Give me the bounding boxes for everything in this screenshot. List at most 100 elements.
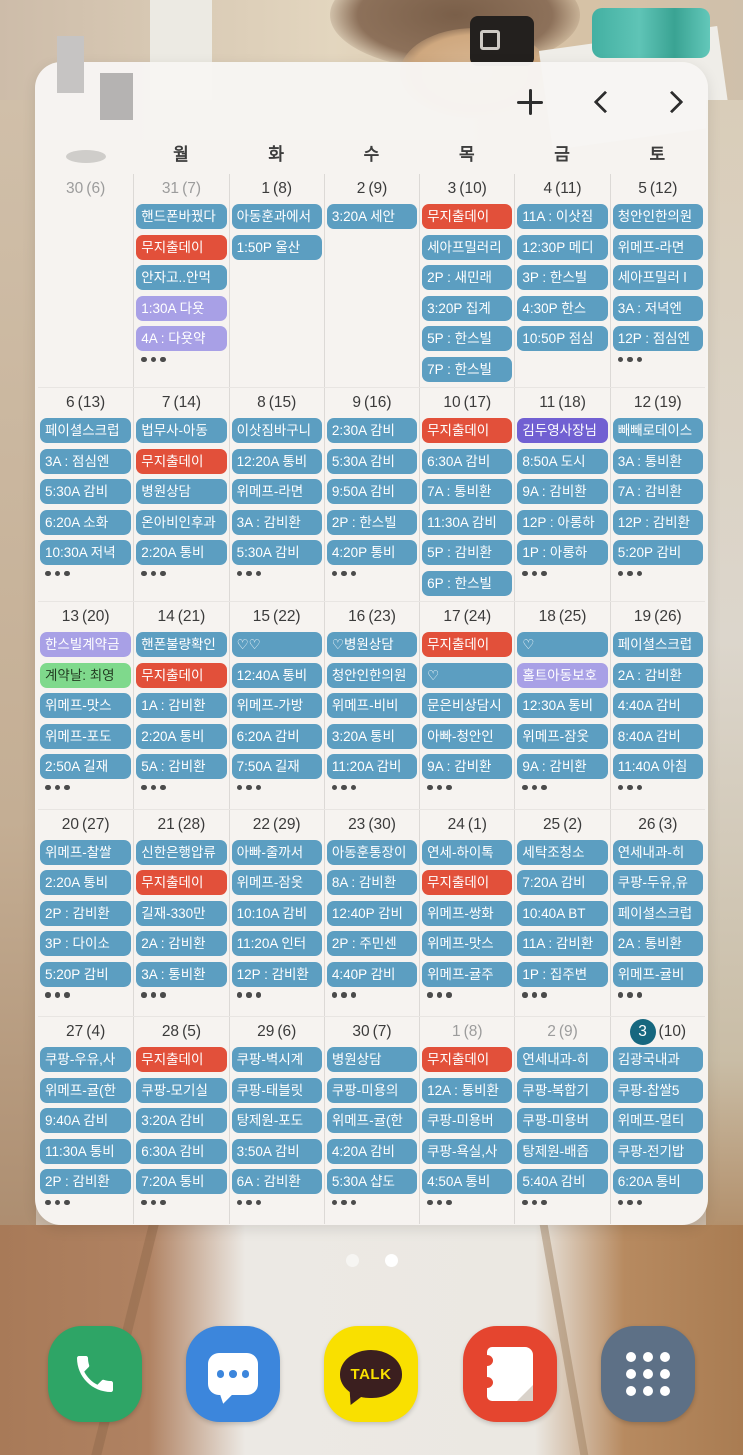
event-chip: 7:20A 감비 (517, 870, 608, 896)
day-cell-2[interactable]: 2 (9) 3:20A 세안 (323, 174, 419, 387)
date-label: 12 (19) (611, 390, 705, 416)
day-cell-11[interactable]: 11 (18) 김두영사장님 8:50A 도시 9A : 감비환 12P : 아롱하 1P … (514, 388, 609, 601)
day-cell-8[interactable]: 8 (15) 이삿짐바구니 12:20A 통비 위메프-라면 3A : 감비환 5:30A … (228, 388, 324, 601)
day-cell-16[interactable]: 16 (23) ♡병원상담 청안인한의원 위메프-비비 3:20A 통비 11:20A 감비 (323, 602, 419, 809)
day-cell-29[interactable]: 29 (6) 쿠팡-벽시계 쿠팡-태블릿 탕제원-포도 3:50A 감비 6A : 감비환 (228, 1017, 324, 1225)
messages-app-icon[interactable] (186, 1326, 280, 1422)
day-cell-13[interactable]: 13 (20) 한스빌계약금 계약날: 최영 위메프-맛스 위메프-포도 2:50A 길재 (38, 602, 133, 809)
week-row: 13 (20) 한스빌계약금 계약날: 최영 위메프-맛스 위메프-포도 2:50A 길재 1… (38, 601, 705, 809)
event-chip: 10:10A 감비 (231, 900, 322, 926)
day-cell-23[interactable]: 23 (30) 아동훈통장이 8A : 감비환 12:40P 감비 2P : 주민센 4:4… (323, 809, 419, 1017)
day-cell-21[interactable]: 21 (28) 신한은행압류 무지출데이 길재-330만 2A : 감비환 3A : 통비환 (133, 809, 228, 1017)
event-list: 핸폰불량확인 무지출데이 1A : 감비환 2:20A 통비 5A : 감비환 (134, 630, 228, 779)
day-cell-14[interactable]: 14 (21) 핸폰불량확인 무지출데이 1A : 감비환 2:20A 통비 5A : 감비… (133, 602, 228, 809)
more-events-indicator (141, 1199, 228, 1206)
date-number: 29 (257, 1023, 275, 1041)
phone-app-icon[interactable] (48, 1326, 142, 1422)
page-dot (345, 1254, 359, 1267)
day-cell-28[interactable]: 28 (5) 무지출데이 쿠팡-모기실 3:20A 감비 6:30A 감비 7:20A 통비 (133, 1017, 228, 1225)
event-chip: 법무사-아동 (136, 418, 227, 443)
add-event-button[interactable] (510, 82, 550, 122)
plus-icon (517, 89, 543, 115)
more-events-indicator (522, 784, 609, 790)
event-list: 쿠팡-우유,사 위메프-귤(한 9:40A 감비 11:30A 통비 2P : 감비환 (38, 1045, 133, 1195)
event-chip: 무지출데이 (422, 418, 513, 443)
lunar-date: (6) (277, 1023, 297, 1041)
day-cell-3[interactable]: 3 (10) 무지출데이 세아프밀러리 2P : 새민래 3:20P 집계 5P : 한스빌… (419, 174, 514, 387)
event-list: 쿠팡-벽시계 쿠팡-태블릿 탕제원-포도 3:50A 감비 6A : 감비환 (230, 1045, 324, 1195)
event-chip: 쿠팡-미용의 (326, 1077, 418, 1103)
wallpaper-teal-object (592, 8, 710, 58)
day-header: 화 (268, 145, 285, 164)
day-cell-19[interactable]: 19 (26) 페이셜스크럽 2A : 감비환 4:40A 감비 8:40A 감비 11:4… (609, 602, 705, 809)
day-cell-10[interactable]: 10 (17) 무지출데이 6:30A 감비 7A : 통비환 11:30A 감비 5P :… (419, 388, 514, 601)
day-cell-31[interactable]: 31 (7) 핸드폰바꿨다 무지출데이 안자고..안먹 1:30A 다욧 4A : 다욧약 (133, 174, 228, 387)
event-chip: 9A : 감비환 (517, 479, 608, 504)
day-cell-15[interactable]: 15 (22) ♡♡ 12:40A 통비 위메프-가방 6:20A 감비 7:50A 길재 (228, 602, 324, 809)
week-row: 6 (13) 페이셜스크럽 3A : 점심엔 5:30A 감비 6:20A 소화 10:30… (38, 387, 705, 601)
app-drawer-icon[interactable] (601, 1326, 695, 1422)
day-cell-20[interactable]: 20 (27) 위메프-찰쌀 2:20A 통비 2P : 감비환 3P : 다이소 5:20… (38, 810, 133, 1017)
next-month-button[interactable] (654, 82, 694, 122)
day-cell-30[interactable]: 30 (7) 병원상담 쿠팡-미용의 위메프-귤(한 4:20A 감비 5:30A 샵도 (323, 1017, 419, 1225)
day-header: 토 (649, 145, 666, 164)
event-chip: 7A : 감비환 (612, 479, 703, 504)
lunar-date: (28) (177, 815, 206, 833)
prev-month-button[interactable] (582, 82, 622, 122)
date-number: 26 (638, 815, 656, 833)
day-cell-1[interactable]: 1 (8) 무지출데이 12A : 통비환 쿠팡-미용버 쿠팡-욕실,사 4:50A 통비 (419, 1017, 514, 1225)
day-cell-6[interactable]: 6 (13) 페이셜스크럽 3A : 점심엔 5:30A 감비 6:20A 소화 10:30… (38, 388, 133, 601)
day-cell-12[interactable]: 12 (19) 빼빼로데이스 3A : 통비환 7A : 감비환 12P : 감비환 5:2… (609, 388, 705, 601)
day-cell-5[interactable]: 5 (12) 청안인한의원 위메프-라면 세아프밀러 l 3A : 저녁엔 12P : 점심… (609, 174, 705, 387)
event-chip: 7A : 통비환 (422, 479, 513, 504)
event-chip: 6:30A 감비 (422, 448, 513, 474)
more-events-indicator (617, 356, 705, 362)
day-cell-9[interactable]: 9 (16) 2:30A 감비 5:30A 감비 9:50A 감비 2P : 한스빌 4:2… (323, 388, 419, 601)
date-label: 3 (10) (611, 1019, 705, 1046)
event-list: 무지출데이 6:30A 감비 7A : 통비환 11:30A 감비 5P : 감비환 6P… (420, 416, 514, 596)
date-number: 15 (252, 608, 271, 625)
date-label: 13 (20) (38, 604, 133, 630)
date-label: 10 (17) (420, 390, 514, 416)
lunar-date: (1) (467, 815, 487, 833)
day-cell-17[interactable]: 17 (24) 무지출데이 ♡ 문은비상담시 아빠-청안인 9A : 감비환 (419, 602, 514, 809)
day-header: 금 (554, 145, 570, 164)
day-cell-18[interactable]: 18 (25) ♡ 홀트아동보호 12:30A 통비 위메프-잠옷 9A : 감비환 (514, 602, 609, 809)
day-cell-24[interactable]: 24 (1) 연세-하이톡 무지출데이 위메프-쌍화 위메프-맛스 위메프-귤주 (419, 809, 514, 1017)
day-cell-30[interactable]: 30 (6) (38, 174, 133, 387)
week-row: 27 (4) 쿠팡-우유,사 위메프-귤(한 9:40A 감비 11:30A 통비 2P :… (38, 1016, 705, 1225)
kakaotalk-app-icon[interactable]: TALK (324, 1326, 418, 1422)
day-cell-27[interactable]: 27 (4) 쿠팡-우유,사 위메프-귤(한 9:40A 감비 11:30A 통비 2P :… (38, 1017, 133, 1224)
date-number: 7 (161, 394, 171, 411)
event-chip: 11:40A 아침 (612, 754, 703, 779)
message-bubble-icon (208, 1353, 258, 1395)
event-chip: 쿠팡-찹쌀5 (612, 1077, 703, 1103)
event-chip: 2:20A 통비 (136, 723, 227, 749)
more-events-indicator (331, 992, 419, 998)
day-cell-3[interactable]: 3 (10) 김광국내과 쿠팡-찹쌀5 위메프-멀티 쿠팡-전기밥 6:20A 통비 (609, 1017, 705, 1225)
date-number: 22 (252, 815, 271, 833)
event-chip: 빼빼로데이스 (612, 418, 703, 443)
day-cell-1[interactable]: 1 (8) 아동훈과에서 1:50P 울산 (228, 174, 324, 387)
lunar-date: (15) (268, 394, 297, 411)
day-cell-22[interactable]: 22 (29) 아빠-줄까서 위메프-잠옷 10:10A 감비 11:20A 인터 12P … (228, 809, 324, 1017)
day-cell-7[interactable]: 7 (14) 법무사-아동 무지출데이 병원상담 온아비인후과 2:20A 통비 (133, 388, 228, 601)
event-chip: 세아프밀러리 (422, 234, 513, 260)
day-cell-26[interactable]: 26 (3) 연세내과-히 쿠팡-두유,유 페이셜스크럽 2A : 통비환 위메프-귤비 (609, 809, 705, 1017)
event-chip: ♡병원상담 (326, 632, 418, 657)
day-cell-2[interactable]: 2 (9) 연세내과-히 쿠팡-복합기 쿠팡-미용버 탕제원-배즙 5:40A 감비 (514, 1017, 609, 1225)
more-events-indicator (617, 992, 705, 998)
notes-app-icon[interactable] (463, 1326, 557, 1422)
date-label: 25 (2) (515, 812, 609, 838)
event-list: 페이셜스크럽 2A : 감비환 4:40A 감비 8:40A 감비 11:40A 아침 (611, 630, 705, 779)
event-list: 세탁조청소 7:20A 감비 10:40A BT 11A : 감비환 1P : 집주변 (515, 838, 609, 987)
event-list: 한스빌계약금 계약날: 최영 위메프-맛스 위메프-포도 2:50A 길재 (38, 630, 133, 779)
lunar-date: (7) (182, 180, 202, 197)
day-cell-25[interactable]: 25 (2) 세탁조청소 7:20A 감비 10:40A BT 11A : 감비환 1P :… (514, 809, 609, 1017)
date-label: 9 (16) (325, 390, 419, 416)
date-number: 1 (261, 180, 271, 197)
day-cell-4[interactable]: 4 (11) 11A : 이삿짐 12:30P 메디 3P : 한스빌 4:30P 한스 1… (514, 174, 609, 387)
event-chip: 위메프-잠옷 (231, 870, 322, 896)
event-chip: 8:50A 도시 (517, 448, 608, 474)
